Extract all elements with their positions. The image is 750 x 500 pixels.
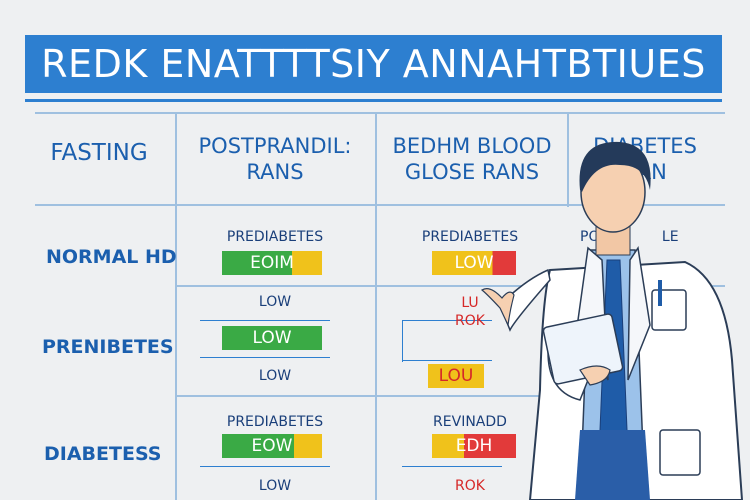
cell-label-part: LE: [661, 229, 679, 245]
status-pill-label: LOW: [252, 328, 292, 348]
status-pill-label: LOU: [438, 366, 474, 386]
header-blood-glucose-line1: BEDHM BLOOD: [392, 134, 552, 158]
coat-pocket: [651, 289, 687, 331]
coat-pocket: [659, 429, 701, 476]
cell-label: LOW: [258, 478, 292, 494]
cell-label: LU: [461, 295, 479, 311]
scale-line: [402, 320, 403, 362]
grid-line: [567, 112, 569, 207]
lapel: [627, 245, 651, 381]
right-hand: [579, 365, 611, 386]
grid-line: [175, 395, 725, 397]
row-label-normal: NORMAL HD: [46, 246, 177, 268]
header-postprandial-line2: RANS: [246, 160, 304, 184]
grid-line: [375, 112, 377, 500]
trousers: [575, 430, 650, 500]
grid-line: [175, 112, 177, 500]
cell-label: PO LE: [580, 229, 710, 245]
header-postprandial: POSTPRANDIL: RANS: [180, 133, 370, 185]
hair: [579, 141, 651, 192]
page-title: REDK ENATTTTSIY ANNAHTBTIUES: [41, 42, 706, 86]
cell-label: LOW: [258, 294, 292, 310]
scale-line: [402, 320, 492, 321]
header-postprandial-line1: POSTPRANDIL:: [198, 134, 352, 158]
row-label-prediabetes: PRENIBETES: [42, 336, 174, 358]
grid-line: [175, 285, 725, 287]
status-pill-label: LOW: [454, 253, 494, 273]
title-banner: REDK ENATTTTSIY ANNAHTBTIUES: [25, 35, 722, 93]
header-fasting: FASTING: [50, 140, 148, 166]
status-pill-label: EDH: [455, 436, 493, 456]
cell-label: PREDIABETES: [226, 229, 324, 245]
status-pill: EOIM: [222, 251, 322, 275]
scale-line: [200, 320, 330, 321]
title-underline: [25, 99, 722, 102]
cell-label: PREDIABETES: [226, 414, 324, 430]
scale-line: [402, 360, 492, 361]
doctor-illustration: [480, 141, 744, 500]
cell-label: ROK: [455, 313, 485, 329]
grid-line: [35, 112, 725, 114]
cell-label: LOW: [258, 368, 292, 384]
status-pill-label: EOIM: [250, 253, 294, 273]
header-blood-glucose-line2: GLOSE RANS: [404, 160, 540, 184]
cell-label: REVINADD: [433, 414, 507, 430]
left-hand: [480, 288, 515, 328]
status-pill: LOU: [428, 364, 484, 388]
scale-line: [200, 466, 330, 467]
status-pill: LOW: [432, 251, 516, 275]
status-pill: EOW: [222, 434, 322, 458]
cell-label-part: PO: [580, 229, 600, 245]
cell-label: ROK: [455, 478, 485, 494]
status-pill: LOW: [222, 326, 322, 350]
status-pill: EDH: [432, 434, 516, 458]
grid-line: [35, 204, 725, 206]
cell-label: PREDIABETES: [421, 229, 519, 245]
header-blood-glucose: BEDHM BLOOD GLOSE RANS: [378, 133, 566, 185]
row-label-diabetes: DIABETESS: [44, 443, 162, 465]
scale-line: [200, 357, 330, 358]
scale-line: [402, 466, 502, 467]
status-pill-label: EOW: [251, 436, 293, 456]
